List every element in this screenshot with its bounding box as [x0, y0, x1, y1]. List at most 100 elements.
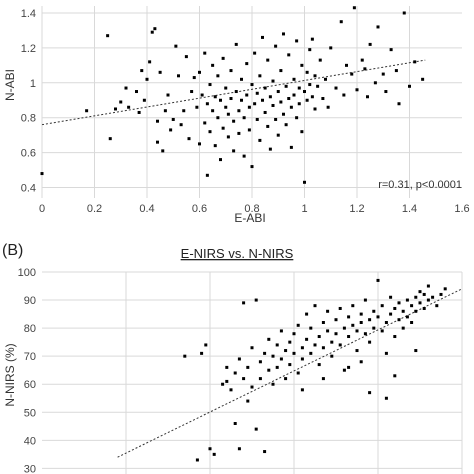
y-tick-label: 90 [24, 295, 36, 307]
data-point [225, 379, 229, 383]
data-point [381, 72, 385, 76]
data-point [219, 158, 222, 162]
data-point [233, 371, 237, 375]
data-point [295, 39, 299, 43]
y-tick-label: 0.4 [21, 183, 36, 195]
data-point [263, 110, 267, 114]
y-tick-label: 0.8 [21, 113, 36, 125]
data-point [198, 70, 201, 74]
data-point [414, 309, 418, 313]
data-point [261, 98, 264, 102]
data-point [279, 357, 283, 361]
data-point [212, 452, 216, 456]
data-point [242, 301, 246, 305]
x-tick-label: 0.2 [87, 203, 102, 215]
data-point [195, 458, 199, 462]
data-point [254, 427, 258, 431]
data-point [150, 30, 154, 34]
data-point [242, 154, 246, 158]
data-point [303, 90, 306, 94]
y-axis-label: N-ABI [3, 69, 17, 101]
data-point [421, 77, 425, 81]
data-point [397, 318, 401, 322]
data-point [135, 90, 138, 94]
data-point [208, 447, 212, 451]
data-point [237, 109, 241, 113]
data-point [203, 121, 207, 125]
data-point [219, 98, 222, 102]
trendline [117, 288, 463, 458]
data-point [380, 304, 384, 308]
data-point [216, 116, 220, 120]
data-point [288, 363, 292, 367]
data-point [292, 351, 296, 355]
data-point [182, 109, 186, 113]
data-point [85, 109, 89, 113]
scatter-chart-e-nirs-vs-n-nirs: (B) E-NIRS vs. N-NIRS 30405060708090100 … [2, 242, 463, 474]
data-point [338, 306, 342, 310]
tick-labels: 0.4 0.6 0.8 1 1.2 1.4 0 0.2 0.4 0.6 0.8 1 1.2 1.4 1.6 [21, 8, 470, 215]
data-point [221, 126, 225, 130]
data-point [351, 304, 355, 308]
data-point [305, 337, 309, 341]
y-tick-label: 70 [24, 351, 36, 363]
data-point [300, 357, 304, 361]
data-point [380, 329, 384, 333]
data-point [368, 391, 372, 395]
y-tick-label: 100 [18, 267, 36, 279]
chart-title: E-NIRS vs. N-NIRS [181, 246, 294, 261]
data-point [397, 102, 401, 106]
data-point [321, 97, 325, 101]
data-point [255, 91, 259, 95]
data-point [237, 447, 241, 451]
data-point [410, 321, 414, 324]
data-point [166, 93, 170, 97]
data-point [389, 312, 393, 316]
data-point [297, 102, 301, 106]
data-point [169, 128, 173, 132]
data-point [292, 332, 296, 336]
data-point [226, 135, 230, 139]
data-point [250, 385, 254, 389]
data-point [211, 109, 215, 113]
data-point [345, 63, 348, 67]
data-point [250, 165, 254, 169]
grid-lines [41, 6, 462, 198]
data-point [163, 109, 167, 113]
data-point [313, 304, 317, 308]
data-point [359, 312, 363, 316]
data-point [292, 93, 296, 97]
data-point [418, 301, 422, 305]
data-point [405, 315, 409, 319]
data-point [376, 25, 380, 29]
data-point [237, 357, 241, 361]
data-point [211, 63, 215, 67]
data-point [309, 351, 313, 355]
data-point [158, 70, 162, 74]
y-tick-label: 80 [24, 323, 36, 335]
data-point [426, 298, 430, 302]
correlation-annotation: r=0.31, p<0.0001 [378, 179, 462, 191]
data-point [324, 77, 327, 81]
data-point [363, 332, 367, 336]
data-point [250, 83, 254, 87]
y-tick-label: 40 [24, 435, 36, 447]
data-point [408, 84, 411, 88]
y-tick-label: 30 [24, 463, 36, 474]
data-point [347, 365, 351, 369]
data-point [203, 51, 207, 55]
data-point [443, 287, 447, 291]
data-point [372, 326, 376, 330]
data-point [309, 326, 313, 330]
data-point [373, 81, 377, 85]
data-points [40, 6, 425, 184]
data-point [274, 117, 278, 121]
data-point [330, 340, 334, 344]
data-point [275, 343, 279, 347]
data-point [389, 295, 393, 299]
data-point [338, 343, 342, 347]
data-point [258, 138, 262, 142]
data-point [213, 95, 217, 99]
data-point [376, 315, 380, 319]
data-point [284, 123, 288, 127]
